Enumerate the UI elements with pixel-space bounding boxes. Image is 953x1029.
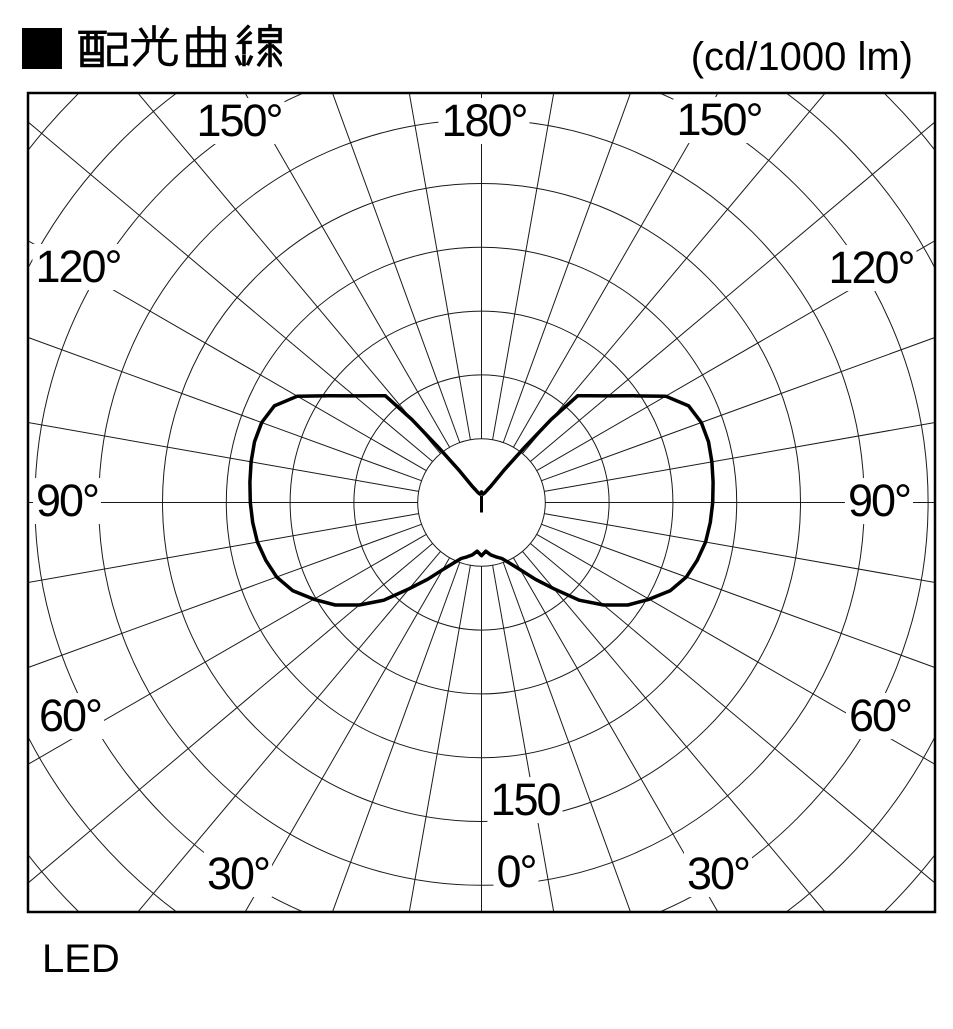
title-bullet-square xyxy=(22,28,62,69)
angle-label-0deg: 0° xyxy=(493,849,539,895)
angle-label-180deg: 180° xyxy=(438,98,530,144)
angle-label-90deg: 90° xyxy=(844,478,914,524)
angle-label-60deg: 60° xyxy=(845,693,915,739)
angle-label-150deg: 150° xyxy=(673,97,765,143)
angle-label-150deg: 150° xyxy=(193,98,285,144)
angle-label-120deg: 120° xyxy=(32,244,124,290)
source-label: LED xyxy=(42,937,120,981)
kanji-kyoku xyxy=(186,26,226,68)
radial-scale-label: 150 xyxy=(487,777,563,823)
kanji-hai xyxy=(78,30,128,68)
angle-label-120deg: 120° xyxy=(825,245,917,291)
unit-label: (cd/1000 lm) xyxy=(690,35,913,79)
page-title-kanji xyxy=(78,24,282,68)
angle-label-60deg: 60° xyxy=(35,693,105,739)
distribution-curve xyxy=(248,393,715,607)
kanji-sen xyxy=(234,24,282,68)
kanji-kou xyxy=(131,25,178,67)
angle-label-30deg: 30° xyxy=(203,851,273,897)
angle-label-90deg: 90° xyxy=(32,478,102,524)
angle-label-30deg: 30° xyxy=(683,851,753,897)
plot-border xyxy=(26,91,937,914)
